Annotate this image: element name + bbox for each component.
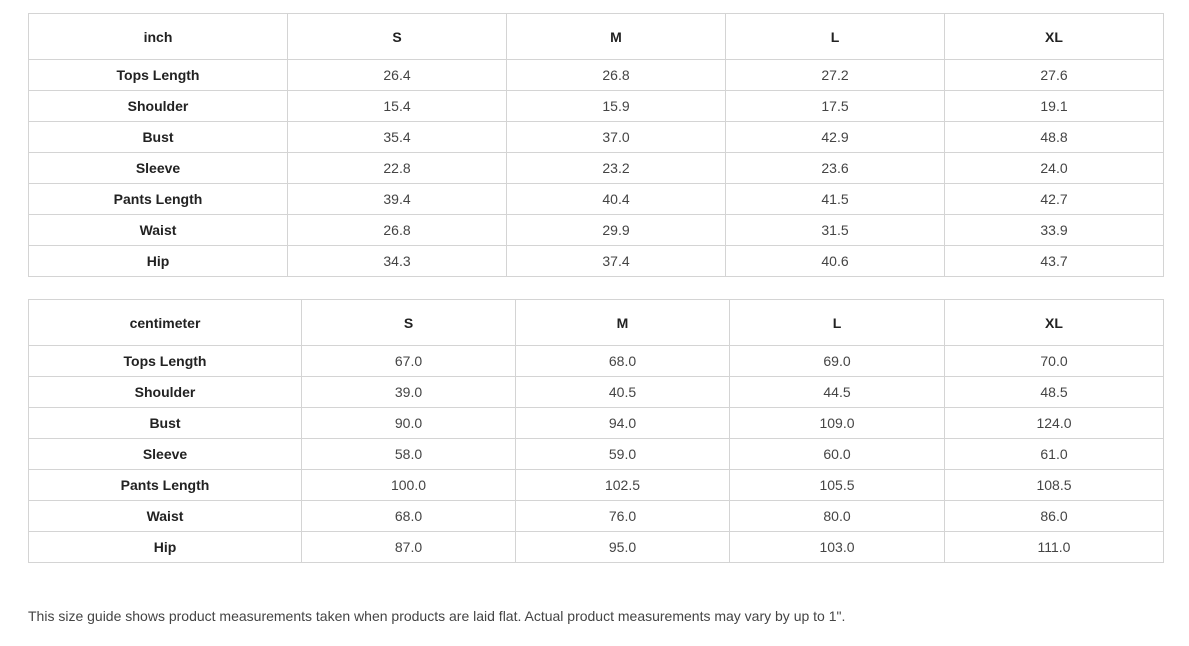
table-row: Hip 87.0 95.0 103.0 111.0 bbox=[28, 531, 1164, 563]
measurement-value: 44.5 bbox=[729, 376, 945, 408]
measurement-value: 87.0 bbox=[301, 531, 516, 563]
table-row: Tops Length 26.4 26.8 27.2 27.6 bbox=[28, 59, 1164, 91]
size-header: M bbox=[506, 13, 726, 60]
measurement-value: 26.8 bbox=[506, 59, 726, 91]
measurement-value: 23.6 bbox=[725, 152, 945, 184]
measurement-label: Shoulder bbox=[28, 376, 302, 408]
measurement-label: Pants Length bbox=[28, 183, 288, 215]
measurement-value: 59.0 bbox=[515, 438, 730, 470]
measurement-value: 26.8 bbox=[287, 214, 507, 246]
table-row: Tops Length 67.0 68.0 69.0 70.0 bbox=[28, 345, 1164, 377]
size-header: S bbox=[287, 13, 507, 60]
table-row: Hip 34.3 37.4 40.6 43.7 bbox=[28, 245, 1164, 277]
measurement-value: 40.5 bbox=[515, 376, 730, 408]
measurement-value: 109.0 bbox=[729, 407, 945, 439]
measurement-value: 37.4 bbox=[506, 245, 726, 277]
measurement-value: 43.7 bbox=[944, 245, 1164, 277]
measurement-value: 29.9 bbox=[506, 214, 726, 246]
measurement-value: 102.5 bbox=[515, 469, 730, 501]
measurement-value: 39.0 bbox=[301, 376, 516, 408]
table-row: Bust 35.4 37.0 42.9 48.8 bbox=[28, 121, 1164, 153]
measurement-value: 40.4 bbox=[506, 183, 726, 215]
header-row: inch S M L XL bbox=[28, 13, 1164, 60]
measurement-label: Tops Length bbox=[28, 59, 288, 91]
size-header: S bbox=[301, 299, 516, 346]
size-header: XL bbox=[944, 13, 1164, 60]
table-row: Sleeve 58.0 59.0 60.0 61.0 bbox=[28, 438, 1164, 470]
measurement-value: 42.9 bbox=[725, 121, 945, 153]
measurement-label: Pants Length bbox=[28, 469, 302, 501]
measurement-value: 31.5 bbox=[725, 214, 945, 246]
measurement-label: Bust bbox=[28, 407, 302, 439]
measurement-value: 76.0 bbox=[515, 500, 730, 532]
size-table-inch: inch S M L XL Tops Length 26.4 26.8 27.2 27.6 Shou… bbox=[28, 13, 1164, 277]
measurement-value: 27.6 bbox=[944, 59, 1164, 91]
measurement-value: 105.5 bbox=[729, 469, 945, 501]
size-guide-note: This size guide shows product measuremen… bbox=[28, 608, 846, 624]
table-row: Shoulder 39.0 40.5 44.5 48.5 bbox=[28, 376, 1164, 408]
measurement-value: 94.0 bbox=[515, 407, 730, 439]
size-header: L bbox=[725, 13, 945, 60]
measurement-value: 61.0 bbox=[944, 438, 1164, 470]
measurement-value: 37.0 bbox=[506, 121, 726, 153]
size-table-centimeter: centimeter S M L XL Tops Length 67.0 68.0 69.0 70… bbox=[28, 299, 1164, 563]
measurement-value: 41.5 bbox=[725, 183, 945, 215]
unit-header: centimeter bbox=[28, 299, 302, 346]
measurement-label: Waist bbox=[28, 214, 288, 246]
measurement-label: Sleeve bbox=[28, 152, 288, 184]
measurement-value: 69.0 bbox=[729, 345, 945, 377]
size-header: M bbox=[515, 299, 730, 346]
measurement-label: Bust bbox=[28, 121, 288, 153]
measurement-value: 100.0 bbox=[301, 469, 516, 501]
measurement-value: 15.4 bbox=[287, 90, 507, 122]
measurement-label: Shoulder bbox=[28, 90, 288, 122]
header-row: centimeter S M L XL bbox=[28, 299, 1164, 346]
measurement-value: 33.9 bbox=[944, 214, 1164, 246]
table-row: Waist 26.8 29.9 31.5 33.9 bbox=[28, 214, 1164, 246]
measurement-label: Hip bbox=[28, 531, 302, 563]
measurement-value: 26.4 bbox=[287, 59, 507, 91]
table-row: Pants Length 100.0 102.5 105.5 108.5 bbox=[28, 469, 1164, 501]
measurement-value: 68.0 bbox=[515, 345, 730, 377]
measurement-value: 15.9 bbox=[506, 90, 726, 122]
measurement-value: 23.2 bbox=[506, 152, 726, 184]
measurement-value: 35.4 bbox=[287, 121, 507, 153]
measurement-value: 48.5 bbox=[944, 376, 1164, 408]
measurement-value: 80.0 bbox=[729, 500, 945, 532]
measurement-value: 24.0 bbox=[944, 152, 1164, 184]
measurement-value: 19.1 bbox=[944, 90, 1164, 122]
measurement-label: Sleeve bbox=[28, 438, 302, 470]
table-row: Bust 90.0 94.0 109.0 124.0 bbox=[28, 407, 1164, 439]
measurement-value: 68.0 bbox=[301, 500, 516, 532]
measurement-value: 111.0 bbox=[944, 531, 1164, 563]
size-header: L bbox=[729, 299, 945, 346]
measurement-label: Tops Length bbox=[28, 345, 302, 377]
table-row: Sleeve 22.8 23.2 23.6 24.0 bbox=[28, 152, 1164, 184]
measurement-value: 17.5 bbox=[725, 90, 945, 122]
table-row: Shoulder 15.4 15.9 17.5 19.1 bbox=[28, 90, 1164, 122]
measurement-value: 58.0 bbox=[301, 438, 516, 470]
measurement-value: 103.0 bbox=[729, 531, 945, 563]
table-row: Waist 68.0 76.0 80.0 86.0 bbox=[28, 500, 1164, 532]
table-row: Pants Length 39.4 40.4 41.5 42.7 bbox=[28, 183, 1164, 215]
measurement-value: 34.3 bbox=[287, 245, 507, 277]
measurement-value: 70.0 bbox=[944, 345, 1164, 377]
measurement-value: 124.0 bbox=[944, 407, 1164, 439]
measurement-label: Waist bbox=[28, 500, 302, 532]
measurement-value: 40.6 bbox=[725, 245, 945, 277]
measurement-value: 90.0 bbox=[301, 407, 516, 439]
measurement-value: 108.5 bbox=[944, 469, 1164, 501]
measurement-value: 39.4 bbox=[287, 183, 507, 215]
size-header: XL bbox=[944, 299, 1164, 346]
measurement-value: 67.0 bbox=[301, 345, 516, 377]
measurement-value: 86.0 bbox=[944, 500, 1164, 532]
measurement-value: 95.0 bbox=[515, 531, 730, 563]
measurement-value: 22.8 bbox=[287, 152, 507, 184]
measurement-label: Hip bbox=[28, 245, 288, 277]
measurement-value: 27.2 bbox=[725, 59, 945, 91]
measurement-value: 48.8 bbox=[944, 121, 1164, 153]
measurement-value: 42.7 bbox=[944, 183, 1164, 215]
unit-header: inch bbox=[28, 13, 288, 60]
measurement-value: 60.0 bbox=[729, 438, 945, 470]
